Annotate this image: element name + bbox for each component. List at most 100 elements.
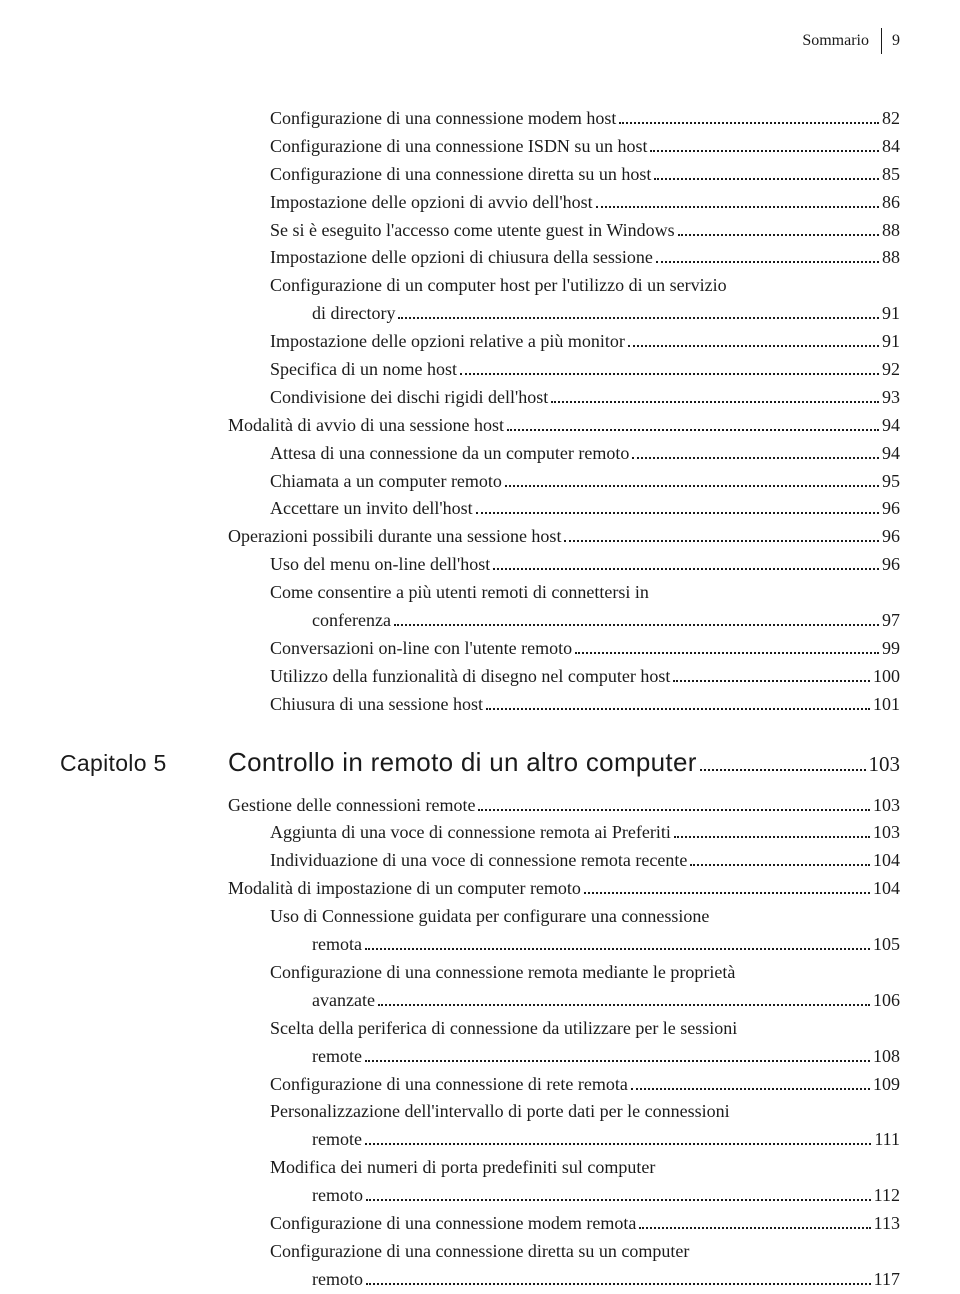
toc-entry: Uso del menu on-line dell'host96 [60,551,900,579]
leader-dots [486,708,870,710]
toc-entry-text: Scelta della periferica di connessione d… [270,1015,737,1043]
toc-entry-page: 86 [882,189,900,217]
toc-entry-text: remote [312,1126,362,1154]
toc-entry-page: 101 [873,691,900,719]
toc-entry-page: 88 [882,217,900,245]
leader-dots [398,317,879,319]
leader-dots [631,1088,870,1090]
toc-entry-text: remoto [312,1266,363,1294]
chapter-label: Capitolo 5 [60,750,228,777]
leader-dots [378,1004,870,1006]
toc-entry: remota 105 [60,931,900,959]
toc-entry-text: Uso del menu on-line dell'host [270,551,490,579]
toc-entry: Scelta della periferica di connessione d… [60,1015,900,1043]
leader-dots [505,485,879,487]
toc-entry-page: 96 [882,495,900,523]
toc-entry-text: Configurazione di una connessione dirett… [270,161,651,189]
toc-entry: remote111 [60,1126,900,1154]
toc-entry-page: 95 [882,468,900,496]
toc-entry-page: 103 [873,792,900,820]
leader-dots [632,457,879,459]
toc-entry-page: 104 [873,875,900,903]
leader-dots [690,864,870,866]
toc-entry: Personalizzazione dell'intervallo di por… [60,1098,900,1126]
toc-entry-text: Configurazione di una connessione di ret… [270,1071,628,1099]
leader-dots [365,1060,870,1062]
toc-entry-page: 105 [873,931,900,959]
toc-entry-text: remota [312,931,362,959]
toc-entry-page: 97 [882,607,900,635]
leader-dots [476,512,879,514]
toc-entry: Configurazione di una connessione dirett… [60,161,900,189]
toc-entry: Chiusura di una sessione host 101 [60,691,900,719]
leader-dots [619,122,879,124]
toc-entry: Conversazioni on-line con l'utente remot… [60,635,900,663]
toc-entry: di directory 91 [60,300,900,328]
toc-entry-page: 100 [873,663,900,691]
toc-entry: Utilizzo della funzionalità di disegno n… [60,663,900,691]
toc-entry-text: avanzate [312,987,375,1015]
toc-entry-text: Modalità di impostazione di un computer … [228,875,581,903]
leader-dots [584,892,870,894]
toc-entry-page: 94 [882,412,900,440]
toc-entry-page: 93 [882,384,900,412]
toc-entry-page: 91 [882,300,900,328]
toc-entry: Impostazione delle opzioni di chiusura d… [60,244,900,272]
leader-dots [575,652,879,654]
toc-entry-text: Chiusura di una sessione host [270,691,483,719]
toc-entry: Accettare un invito dell'host 96 [60,495,900,523]
leader-dots [650,150,879,152]
toc-entry-text: Modifica dei numeri di porta predefiniti… [270,1154,655,1182]
toc-section-1: Configurazione di una connessione modem … [60,105,900,719]
leader-dots [365,1143,871,1145]
toc-entry-text: Aggiunta di una voce di connessione remo… [270,819,671,847]
toc-entry: Modalità di avvio di una sessione host94 [60,412,900,440]
toc-entry: Modifica dei numeri di porta predefiniti… [60,1154,900,1182]
toc-entry: Configurazione di una connessione ISDN s… [60,133,900,161]
toc-entry-text: Conversazioni on-line con l'utente remot… [270,635,572,663]
toc-entry: avanzate 106 [60,987,900,1015]
toc-entry-text: Accettare un invito dell'host [270,495,473,523]
leader-dots [628,345,879,347]
leader-dots [551,401,879,403]
toc-entry-text: Individuazione di una voce di connession… [270,847,687,875]
toc-entry: Attesa di una connessione da un computer… [60,440,900,468]
toc-entry: Condivisione dei dischi rigidi dell'host… [60,384,900,412]
toc-entry-text: di directory [312,300,395,328]
toc-entry: remote108 [60,1043,900,1071]
leader-dots [394,624,879,626]
header-divider [881,28,882,54]
toc-entry-text: Se si è eseguito l'accesso come utente g… [270,217,675,245]
chapter-page: 103 [869,752,901,777]
leader-dots [656,261,879,263]
toc-entry: Modalità di impostazione di un computer … [60,875,900,903]
toc-entry: Configurazione di una connessione remota… [60,959,900,987]
toc-entry-page: 109 [873,1071,900,1099]
toc-entry-page: 103 [873,819,900,847]
toc-entry-text: Configurazione di una connessione dirett… [270,1238,689,1266]
toc-entry-page: 113 [874,1210,900,1238]
toc-entry-text: Impostazione delle opzioni di avvio dell… [270,189,593,217]
toc-entry-text: Gestione delle connessioni remote [228,792,475,820]
toc-entry: Configurazione di una connessione di ret… [60,1071,900,1099]
toc-entry-text: Impostazione delle opzioni di chiusura d… [270,244,653,272]
toc-entry: Gestione delle connessioni remote 103 [60,792,900,820]
toc-entry: Impostazione delle opzioni relative a pi… [60,328,900,356]
toc-entry-text: Configurazione di una connessione modem … [270,105,616,133]
toc-entry-text: Configurazione di una connessione remota… [270,959,735,987]
toc-entry-page: 112 [874,1182,900,1210]
page-header: Sommario 9 [802,28,900,54]
leader-dots [639,1227,870,1229]
toc-entry-page: 99 [882,635,900,663]
toc-entry-page: 92 [882,356,900,384]
toc-entry-text: Operazioni possibili durante una session… [228,523,561,551]
toc-entry-text: conferenza [312,607,391,635]
toc-entry-text: Configurazione di un computer host per l… [270,272,727,300]
toc-entry-page: 106 [873,987,900,1015]
toc-entry: conferenza 97 [60,607,900,635]
toc-entry: Individuazione di una voce di connession… [60,847,900,875]
toc-entry-page: 104 [873,847,900,875]
leader-dots [365,948,870,950]
toc-entry: remoto117 [60,1266,900,1294]
toc-entry-page: 85 [882,161,900,189]
